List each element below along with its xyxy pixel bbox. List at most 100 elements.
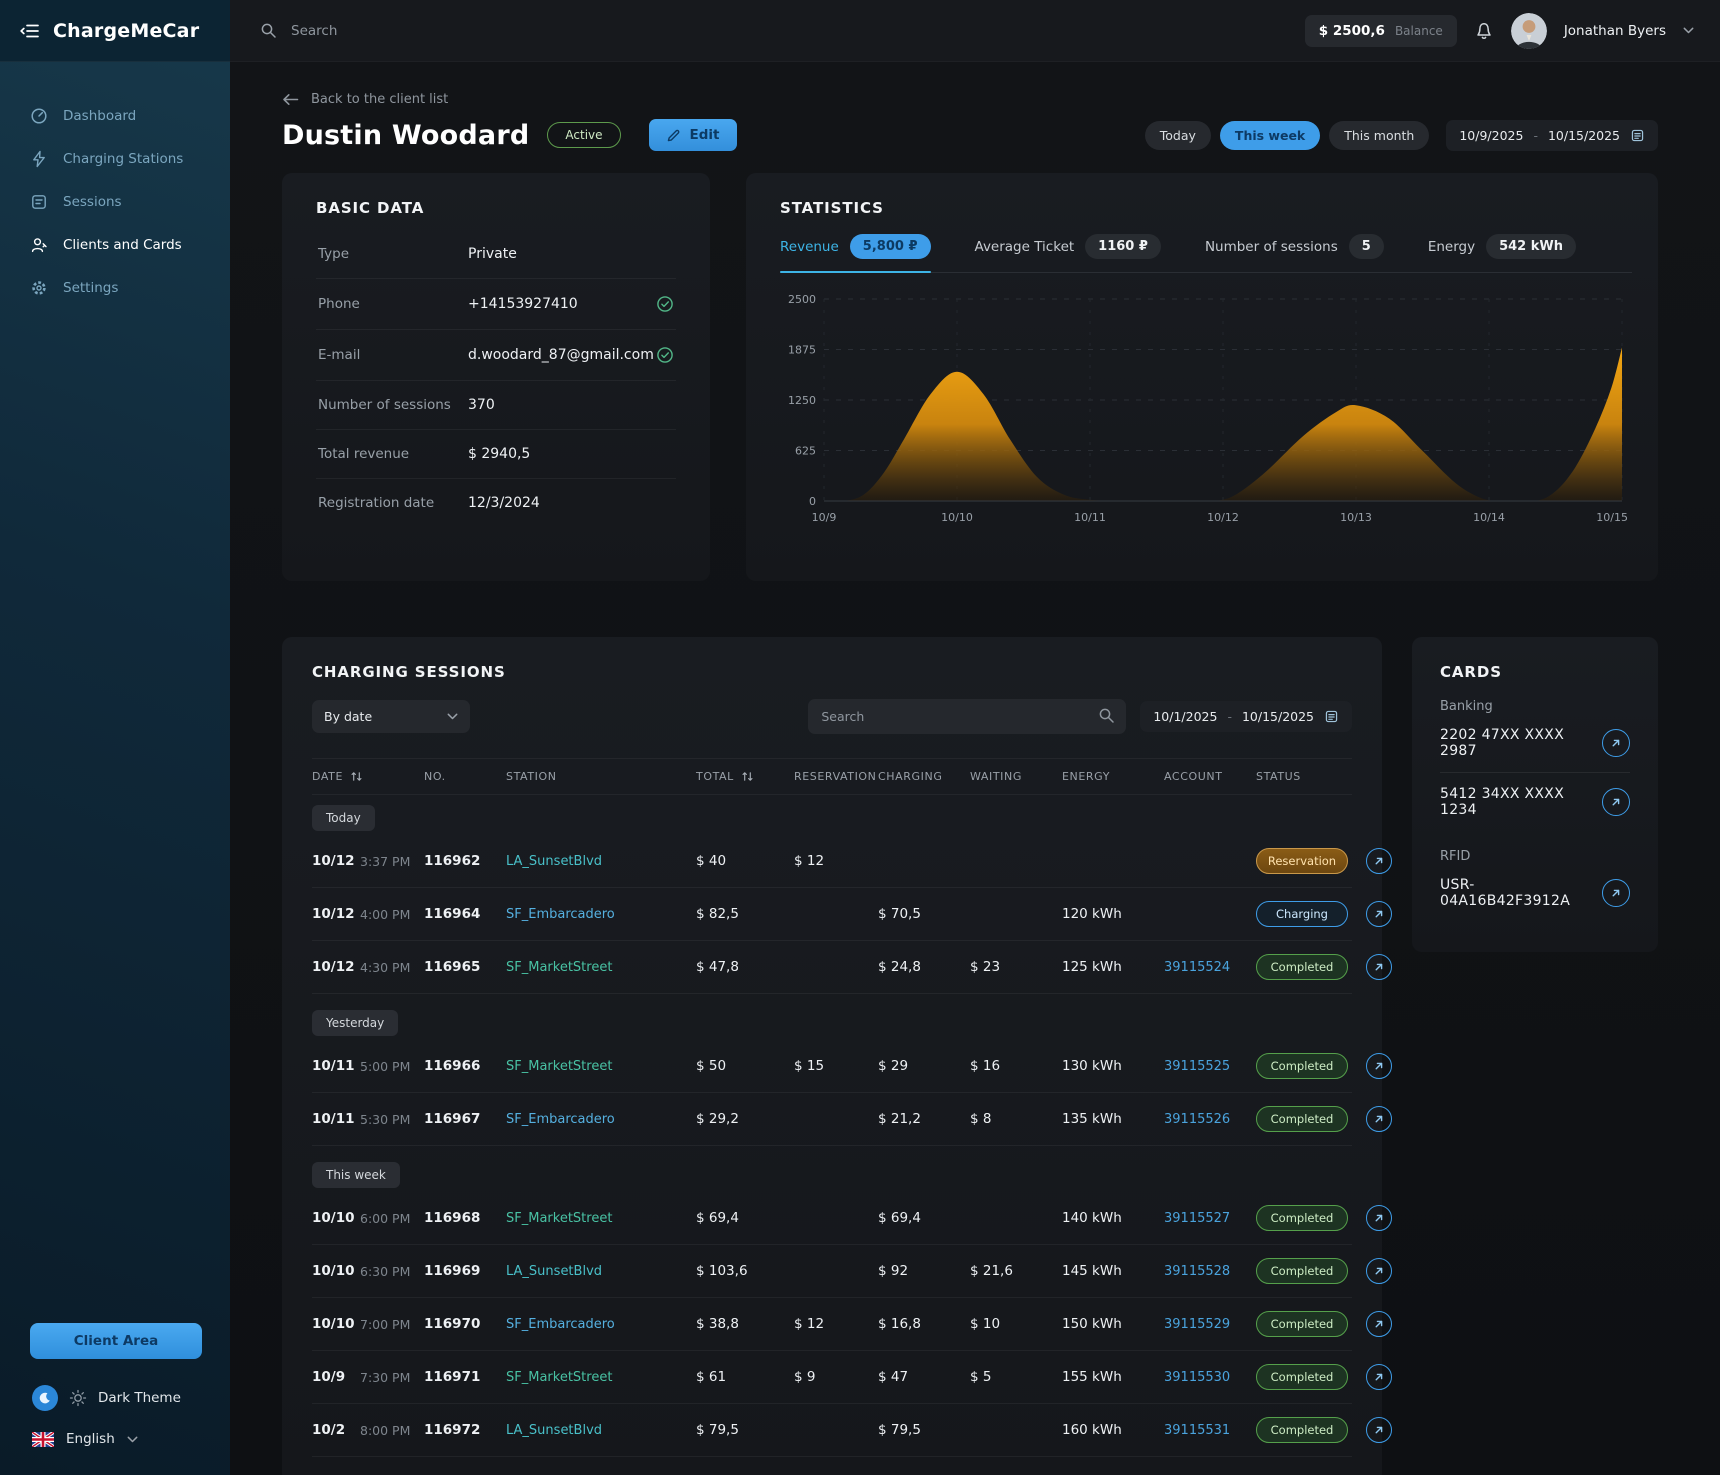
sort-icon[interactable] [741,770,754,783]
cell-account[interactable]: 39115530 [1164,1369,1231,1385]
sidebar-item-clients-and-cards[interactable]: Clients and Cards [0,225,230,265]
cell-charging: $ 16,8 [878,1316,921,1332]
cards-panel-title: CARDS [1440,663,1502,681]
basic-row-label: Total revenue [318,446,410,462]
balance-value: $ 2500,6 [1318,22,1385,39]
sidebar-item-dashboard[interactable]: Dashboard [0,96,230,136]
cell-station[interactable]: SF_MarketStreet [506,1369,613,1385]
bell-icon[interactable] [1474,21,1494,41]
cell-station[interactable]: SF_MarketStreet [506,1058,613,1074]
preset-this-month[interactable]: This month [1329,120,1430,150]
cell-station[interactable]: LA_SunsetBlvd [506,1422,603,1438]
sort-icon[interactable] [350,770,363,783]
cell-station[interactable]: SF_MarketStreet [506,1210,613,1226]
chevron-down-icon [127,1436,138,1443]
cell-account[interactable]: 39115526 [1164,1111,1231,1127]
arrow-up-right-icon [1373,908,1385,920]
open-session-button[interactable] [1366,1053,1392,1079]
table-row: 10/9 7:30 PM 116971 SF_MarketStreet $ 61 $ 9 $… [312,1351,1392,1404]
basic-row-total-revenue: Total revenue $ 2940,5 [316,430,676,479]
svg-text:10/13: 10/13 [1340,511,1372,524]
cell-time: 4:00 PM [360,906,411,922]
cell-account[interactable]: 39115524 [1164,959,1231,975]
cell-waiting: $ 21,6 [970,1263,1013,1279]
edit-label: Edit [689,127,720,143]
sort-select[interactable]: By date [312,700,470,733]
cell-energy: 160 kWh [1062,1422,1122,1438]
open-card-button[interactable] [1602,788,1630,816]
open-session-button[interactable] [1366,1106,1392,1132]
moon-icon[interactable] [32,1385,58,1411]
cell-account[interactable]: 39115525 [1164,1058,1231,1074]
language-selector[interactable]: English [32,1431,230,1447]
open-session-button[interactable] [1366,1258,1392,1284]
open-card-button[interactable] [1602,729,1630,757]
open-session-button[interactable] [1366,1364,1392,1390]
table-row: 10/10 6:00 PM 116968 SF_MarketStreet $ 69,4 $… [312,1192,1392,1245]
cell-energy: 155 kWh [1062,1369,1122,1385]
sessions-title: CHARGING SESSIONS [312,663,506,681]
open-rfid-button[interactable] [1602,879,1630,907]
cell-total: $ 40 [696,853,727,869]
cell-date: 10/12 [312,853,355,869]
cell-date: 10/10 [312,1210,355,1226]
column-header-label: WAITING [970,770,1022,783]
edit-button[interactable]: Edit [648,119,737,151]
status-badge: Reservation [1256,848,1348,874]
cell-account[interactable]: 39115528 [1164,1263,1231,1279]
balance-pill[interactable]: $ 2500,6 Balance [1304,14,1457,47]
arrow-up-right-icon [1373,1371,1385,1383]
logo-bar: ChargeMeCar [0,0,230,62]
sessions-search[interactable] [808,699,1127,734]
cell-station[interactable]: LA_SunsetBlvd [506,853,603,869]
client-area-button[interactable]: Client Area [30,1323,202,1359]
search-input[interactable] [289,21,549,40]
sun-icon[interactable] [69,1389,87,1407]
open-session-button[interactable] [1366,1311,1392,1337]
open-session-button[interactable] [1366,1417,1392,1443]
status-badge: Active [547,122,621,148]
cell-total: $ 50 [696,1058,727,1074]
cell-time: 6:30 PM [360,1263,411,1279]
stat-tab-number-of-sessions[interactable]: Number of sessions 5 [1205,234,1384,272]
preset-this-week[interactable]: This week [1219,120,1321,150]
cell-station[interactable]: SF_Embarcadero [506,1316,615,1332]
sessions-search-input[interactable] [808,699,1127,734]
svg-text:10/11: 10/11 [1074,511,1106,524]
cell-account[interactable]: 39115531 [1164,1422,1231,1438]
theme-toggle[interactable]: Dark Theme [32,1385,230,1411]
open-session-button[interactable] [1366,1205,1392,1231]
user-name[interactable]: Jonathan Byers [1563,22,1666,39]
session-group-today: Today 10/12 3:37 PM 116962 LA_SunsetBlvd $ 40… [312,795,1392,994]
open-session-button[interactable] [1366,901,1392,927]
sidebar-item-settings[interactable]: Settings [0,268,230,308]
back-link[interactable]: Back to the client list [282,92,448,107]
basic-row-value: Private [468,246,517,262]
preset-today[interactable]: Today [1144,120,1211,150]
cell-account[interactable]: 39115529 [1164,1316,1231,1332]
avatar[interactable] [1510,12,1547,49]
chevron-down-icon[interactable] [1683,27,1694,34]
date-range-picker[interactable]: 10/9/2025 - 10/15/2025 [1446,119,1658,151]
cell-total: $ 82,5 [696,906,739,922]
sidebar-item-charging-stations[interactable]: Charging Stations [0,139,230,179]
stat-tab-revenue[interactable]: Revenue 5,800 ₽ [780,234,931,273]
stat-tab-average-ticket[interactable]: Average Ticket 1160 ₽ [975,234,1161,272]
cell-account[interactable]: 39115527 [1164,1210,1231,1226]
sessions-date-from: 10/1/2025 [1153,709,1218,724]
cell-station[interactable]: LA_SunsetBlvd [506,1263,603,1279]
cell-station[interactable]: SF_Embarcadero [506,1111,615,1127]
sessions-date-range[interactable]: 10/1/2025 - 10/15/2025 [1140,701,1352,732]
sidebar-item-sessions[interactable]: Sessions [0,182,230,222]
cell-energy: 150 kWh [1062,1316,1122,1332]
group-chip: Yesterday [312,1010,399,1036]
cell-station[interactable]: SF_MarketStreet [506,959,613,975]
cell-station[interactable]: SF_Embarcadero [506,906,615,922]
stat-tab-energy[interactable]: Energy 542 kWh [1428,234,1576,272]
open-session-button[interactable] [1366,954,1392,980]
page-title: Dustin Woodard [282,119,530,151]
global-search[interactable] [260,21,549,40]
cell-date: 10/10 [312,1263,355,1279]
open-session-button[interactable] [1366,848,1392,874]
menu-icon[interactable] [20,23,40,39]
